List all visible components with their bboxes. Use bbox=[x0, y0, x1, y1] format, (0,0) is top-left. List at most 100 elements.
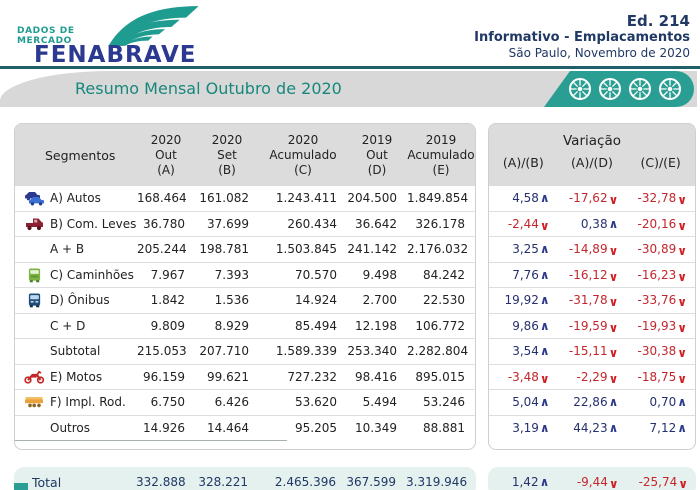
segment-label: A) Autos bbox=[50, 191, 101, 206]
down-arrow-icon: ∨ bbox=[678, 477, 688, 490]
table-row: Subtotal 215.053 207.710 1.589.339 253.340 2.… bbox=[15, 338, 475, 364]
variation-value: 22,86 bbox=[573, 395, 608, 410]
segment-label: C) Caminhões bbox=[50, 267, 134, 282]
segment-cell: Subtotal bbox=[15, 344, 137, 358]
total-value-cell: 332.888 bbox=[136, 475, 186, 489]
value-cell: 1.589.339 bbox=[275, 344, 337, 359]
down-arrow-icon: ∨ bbox=[608, 269, 619, 284]
variation-cell: 3,25∧ bbox=[489, 242, 558, 256]
total-strip-variation: 1,42∧ -9,44∨ -25,74∨ bbox=[488, 467, 696, 490]
column-header: 2019 Out (D) bbox=[361, 132, 393, 177]
value-cell: 96.159 bbox=[143, 369, 185, 384]
value-cell: 7.967 bbox=[150, 267, 185, 282]
title-band: Resumo Mensal Outubro de 2020 bbox=[0, 71, 697, 107]
variation-cell: -3,48∨ bbox=[489, 369, 558, 386]
segment-cell: F) Impl. Rod. bbox=[15, 395, 137, 409]
variation-value: -33,76 bbox=[637, 293, 677, 308]
caminhoes-icon bbox=[23, 267, 45, 283]
variation-column-header: (A)/(D) bbox=[571, 155, 613, 170]
value-cell: 14.924 bbox=[295, 293, 337, 308]
down-arrow-icon: ∨ bbox=[677, 320, 687, 335]
total-value-cell: 367.599 bbox=[346, 475, 396, 489]
variation-cell: -17,62∨ bbox=[558, 191, 627, 208]
variation-cell: 1,42∧ bbox=[488, 475, 557, 489]
variation-value: 1,42 bbox=[511, 475, 539, 489]
value-cell: 253.340 bbox=[347, 344, 397, 359]
variation-row: 5,04∧ 22,86∧ 0,70∧ bbox=[489, 389, 695, 415]
value-cell: 9.498 bbox=[362, 267, 397, 282]
header-divider bbox=[0, 66, 700, 69]
segment-cell: A) Autos bbox=[15, 191, 137, 206]
table-row: Outros 14.926 14.464 95.205 10.349 88.881 bbox=[15, 414, 475, 441]
variation-value: -14,89 bbox=[568, 242, 608, 257]
edition-subtitle: Informativo - Emplacamentos bbox=[474, 30, 690, 45]
autos-icon bbox=[23, 191, 45, 206]
variation-table-header: Variação (A)/(B) (A)/(D) (C)/(E) bbox=[489, 124, 695, 186]
down-arrow-icon: ∨ bbox=[608, 371, 619, 386]
segment-label: A + B bbox=[50, 242, 85, 257]
segment-cell: B) Com. Leves bbox=[15, 217, 137, 231]
totals-row: Total 332.888 328.221 2.465.396 367.599 3.31… bbox=[14, 467, 700, 490]
edition-number: Ed. 214 bbox=[626, 12, 690, 30]
variation-cell: -19,93∨ bbox=[626, 318, 695, 335]
segments-column-header: Segmentos bbox=[45, 147, 116, 163]
variation-value: 7,12 bbox=[649, 420, 677, 435]
down-arrow-icon: ∨ bbox=[608, 477, 619, 490]
variation-cell: -18,75∨ bbox=[626, 370, 695, 386]
value-cell: 70.570 bbox=[295, 267, 337, 282]
variation-value: -16,12 bbox=[568, 267, 608, 282]
variation-value: -19,93 bbox=[637, 318, 677, 333]
variation-row: 9,86∧ -19,59∨ -19,93∨ bbox=[489, 312, 695, 339]
down-arrow-icon: ∨ bbox=[539, 371, 550, 386]
segment-cell: D) Ônibus bbox=[15, 292, 137, 308]
variation-cell: -16,12∨ bbox=[558, 267, 627, 284]
segment-label: E) Motos bbox=[50, 369, 103, 384]
variation-cell: -31,78∨ bbox=[558, 293, 627, 309]
segments-table-body: A) Autos 168.464 161.082 1.243.411 204.500 1.… bbox=[15, 186, 475, 449]
variation-value: 0,38 bbox=[580, 216, 608, 231]
variation-value: -3,48 bbox=[507, 369, 539, 384]
down-arrow-icon: ∨ bbox=[608, 346, 619, 361]
variation-value: 9,86 bbox=[512, 318, 539, 333]
total-value-cell: 3.319.946 bbox=[406, 475, 468, 489]
variation-value: -25,74 bbox=[638, 475, 678, 489]
variation-cell: 4,58∧ bbox=[489, 191, 558, 205]
value-cell: 7.393 bbox=[214, 267, 249, 282]
variation-row: 4,58∧ -17,62∨ -32,78∨ bbox=[489, 186, 695, 211]
variation-row: 7,76∧ -16,12∨ -16,23∨ bbox=[489, 261, 695, 288]
down-arrow-icon: ∨ bbox=[677, 371, 687, 386]
variation-cell: 3,19∧ bbox=[489, 421, 558, 435]
variation-value: -30,89 bbox=[637, 242, 677, 257]
value-cell: 895.015 bbox=[415, 369, 465, 384]
down-arrow-icon: ∨ bbox=[677, 218, 687, 233]
variation-cell: 22,86∧ bbox=[558, 395, 627, 409]
up-arrow-icon: ∧ bbox=[539, 395, 550, 410]
value-cell: 14.926 bbox=[143, 420, 185, 435]
total-value-cell: 2.465.396 bbox=[274, 475, 336, 489]
column-header: 2020 Set (B) bbox=[211, 132, 243, 177]
variation-row: 3,25∧ -14,89∨ -30,89∨ bbox=[489, 236, 695, 262]
variation-cell: -32,78∨ bbox=[626, 191, 695, 207]
column-header: 2019 Acumulado (E) bbox=[407, 132, 475, 177]
value-cell: 2.700 bbox=[362, 293, 397, 308]
segment-label: Subtotal bbox=[50, 344, 101, 359]
segment-label: B) Com. Leves bbox=[50, 216, 137, 231]
variation-column-header: (C)/(E) bbox=[640, 155, 681, 170]
variation-value: -9,44 bbox=[576, 475, 608, 489]
edition-place-date: São Paulo, Novembro de 2020 bbox=[508, 46, 690, 60]
variation-row: 3,19∧ 44,23∧ 7,12∧ bbox=[489, 414, 695, 441]
value-cell: 36.642 bbox=[355, 216, 397, 231]
segment-cell: E) Motos bbox=[15, 370, 137, 384]
fenabrave-logo: DADOS DE MERCADO FENABRAVE bbox=[14, 4, 254, 68]
variation-table-body: 4,58∧ -17,62∨ -32,78∨ -2,44∨ 0,38∧ -20,16∨ 3,2… bbox=[489, 186, 695, 448]
data-panels: Segmentos 2020 Out (A) 2020 Set (B) 2020 Acumul… bbox=[14, 123, 700, 450]
table-row: E) Motos 96.159 99.621 727.232 98.416 895.015 bbox=[15, 363, 475, 390]
value-cell: 198.781 bbox=[199, 242, 249, 257]
page-header: DADOS DE MERCADO FENABRAVE Ed. 214 Infor… bbox=[0, 0, 700, 68]
variation-cell: -33,76∨ bbox=[626, 293, 695, 309]
down-arrow-icon: ∨ bbox=[608, 193, 619, 208]
edition-block: Ed. 214 Informativo - Emplacamentos São … bbox=[474, 12, 690, 61]
value-cell: 727.232 bbox=[287, 369, 337, 384]
logo-tagline: DADOS DE MERCADO bbox=[17, 26, 75, 46]
corner-accent bbox=[14, 483, 28, 490]
